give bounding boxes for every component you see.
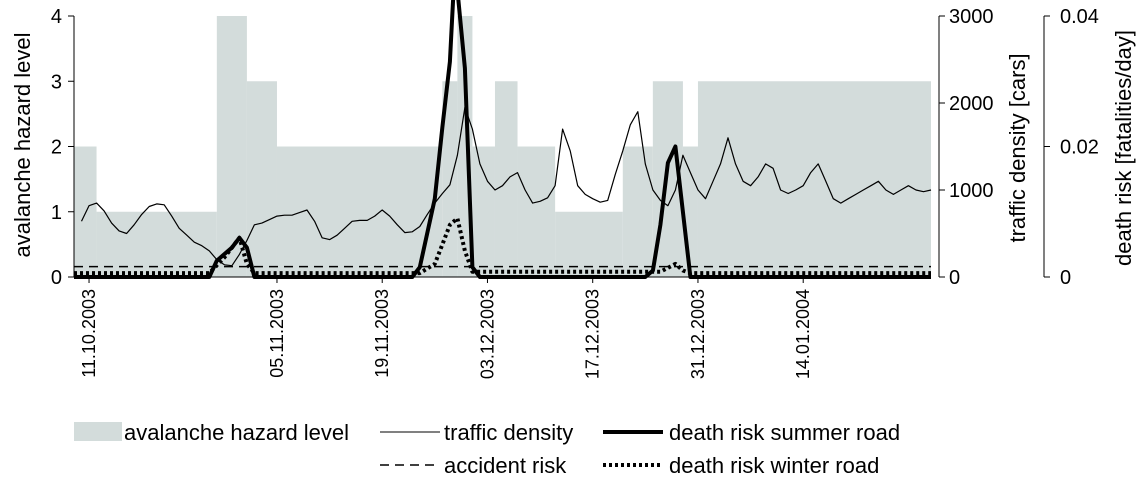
axes-layer: 0 1 2 3 4 11.10.2003 05.11.2003 19.11.2003 03.12… [51,6,1099,379]
hazard-step-bar [472,146,495,277]
legend-label-death-risk-winter: death risk winter road [669,453,879,478]
y-left-tick-label: 3 [51,71,62,93]
x-tick-label: 14.01.2004 [793,289,813,379]
y-right1-axis-label: traffic density [cars] [1005,53,1030,242]
y-right2-axis-label: death risk [fatalities/day] [1111,30,1136,266]
hazard-step-bar [74,146,97,277]
legend-label-traffic-density: traffic density [444,420,573,445]
hazard-area-layer [74,16,931,277]
hazard-step-bar [682,146,698,277]
y-right1-tick-label: 0 [949,267,960,289]
x-tick-label: 31.12.2003 [688,289,708,379]
x-tick-label: 05.11.2003 [267,289,287,378]
legend-swatch-avalanche-hazard [74,422,122,441]
hazard-step-bar [697,81,931,277]
x-tick-label: 11.10.2003 [79,289,99,378]
y-right1-tick-label: 1000 [949,180,994,202]
hazard-step-bar [216,16,247,277]
y-left-axis-label: avalanche hazard level [10,32,35,257]
x-tick-label: 17.12.2003 [583,289,603,379]
traffic-density-line [80,106,932,267]
y-right2-tick-label: 0 [1060,267,1071,289]
hazard-step-bar [246,81,277,277]
hazard-step-bar [622,146,653,277]
legend: avalanche hazard level traffic density d… [74,420,900,478]
hazard-step-bar [276,146,443,277]
legend-label-death-risk-summer: death risk summer road [669,420,900,445]
legend-label-avalanche-hazard: avalanche hazard level [124,420,349,445]
x-tick-label: 19.11.2003 [372,289,392,378]
x-tick-label: 03.12.2003 [478,289,498,379]
y-right1-tick-label: 3000 [949,6,994,28]
y-left-tick-label: 0 [51,267,62,289]
y-left-tick-label: 1 [51,202,62,224]
y-left-tick-label: 4 [51,6,62,28]
y-right2-tick-label: 0.04 [1060,6,1099,28]
series-line-layer [74,0,932,279]
y-right1-tick-label: 2000 [949,93,994,115]
hazard-step-bar [517,146,556,277]
hazard-step-bar [442,81,458,277]
y-left-tick-label: 2 [51,137,62,159]
legend-label-accident-risk: accident risk [444,453,567,478]
y-right2-tick-label: 0.02 [1060,137,1099,159]
hazard-step-bar [494,81,518,277]
